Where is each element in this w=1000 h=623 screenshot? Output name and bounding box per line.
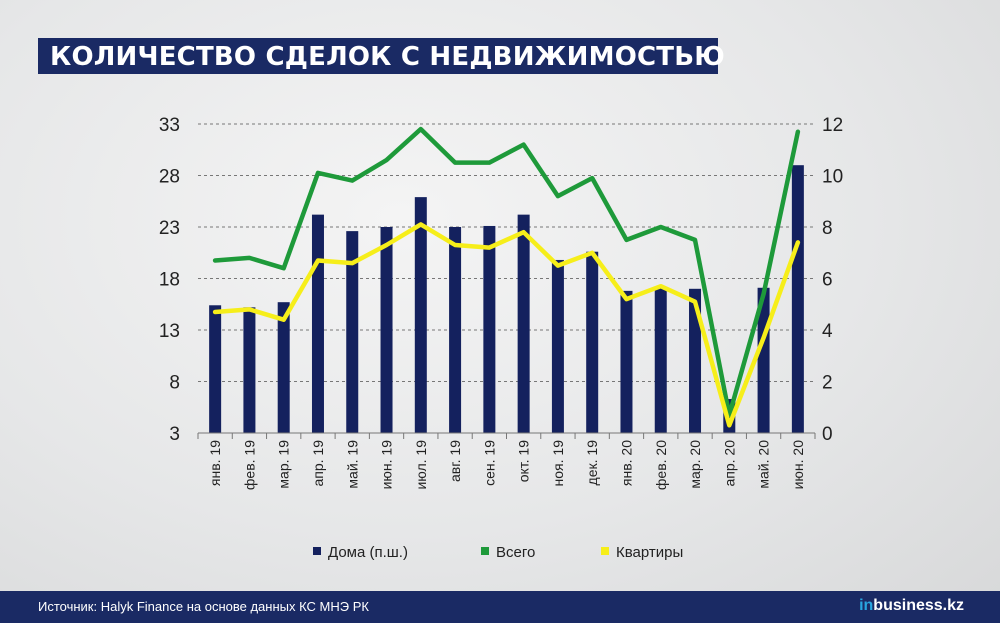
series-line-total	[212, 126, 801, 418]
x-tick-label: авг. 19	[447, 440, 463, 482]
series-line-flats	[212, 222, 801, 428]
bar	[449, 227, 462, 433]
bar	[620, 290, 633, 433]
legend-swatch	[481, 547, 489, 555]
x-tick-label: янв. 20	[618, 440, 634, 486]
x-tick-label: июл. 19	[413, 440, 429, 490]
right-tick-label: 2	[822, 373, 833, 394]
left-tick-label: 3	[169, 424, 180, 445]
bar	[517, 214, 530, 433]
bar	[380, 227, 393, 433]
bar	[277, 302, 290, 433]
left-tick-label: 33	[159, 115, 180, 136]
x-tick-label: окт. 19	[516, 440, 532, 482]
left-tick-label: 23	[159, 218, 180, 239]
left-tick-label: 13	[159, 321, 180, 342]
right-tick-label: 4	[822, 321, 833, 342]
x-tick-label: мар. 20	[687, 440, 703, 489]
x-tick-label: июн. 19	[379, 440, 395, 490]
x-tick-label: дек. 19	[584, 440, 600, 486]
legend-label: Квартиры	[616, 544, 683, 561]
bar	[209, 305, 222, 433]
right-tick-label: 8	[822, 218, 833, 239]
bar	[483, 225, 496, 433]
legend-label: Всего	[496, 544, 535, 561]
left-tick-label: 8	[169, 373, 180, 394]
right-tick-label: 10	[822, 167, 843, 188]
bar	[311, 214, 324, 433]
x-tick-label: янв. 19	[207, 440, 223, 486]
logo-prefix: in	[859, 597, 874, 614]
logo-suffix: business.kz	[873, 597, 964, 614]
right-tick-label: 6	[822, 270, 833, 291]
bar	[551, 259, 564, 433]
bar	[586, 251, 599, 433]
bar	[689, 288, 702, 433]
x-tick-label: ноя. 19	[550, 440, 566, 487]
right-tick-label: 0	[822, 424, 833, 445]
x-tick-label: апр. 20	[721, 440, 737, 487]
source-note: Источник: Halyk Finance на основе данных…	[38, 599, 369, 614]
legend-label: Дома (п.ш.)	[328, 544, 408, 561]
legend-swatch	[313, 547, 321, 555]
x-tick-label: мар. 19	[276, 440, 292, 489]
title-banner: КОЛИЧЕСТВО СДЕЛОК С НЕДВИЖИМОСТЬЮ	[38, 38, 725, 74]
brand-logo: inbusiness.kz	[859, 597, 964, 615]
left-tick-label: 28	[159, 167, 180, 188]
bar	[791, 165, 804, 433]
x-tick-label: май. 20	[756, 440, 772, 489]
footer-bar: Источник: Halyk Finance на основе данных…	[0, 591, 1000, 623]
chart-title: КОЛИЧЕСТВО СДЕЛОК С НЕДВИЖИМОСТЬЮ	[50, 42, 725, 72]
x-tick-label: апр. 19	[310, 440, 326, 487]
x-tick-label: май. 19	[344, 440, 360, 489]
legend-swatch	[601, 547, 609, 555]
bar	[346, 231, 359, 433]
x-tick-label: фев. 20	[653, 440, 669, 490]
bar	[243, 307, 256, 433]
x-tick-label: фев. 19	[241, 440, 257, 490]
bar	[414, 197, 427, 433]
bar	[654, 287, 667, 433]
x-tick-label: июн. 20	[790, 440, 806, 490]
x-tick-label: сен. 19	[481, 440, 497, 486]
left-tick-label: 18	[159, 270, 180, 291]
right-tick-label: 12	[822, 115, 843, 136]
